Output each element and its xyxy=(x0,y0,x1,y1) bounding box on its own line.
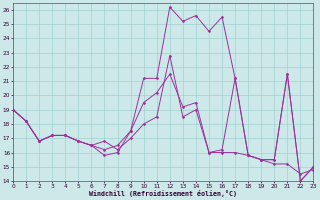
X-axis label: Windchill (Refroidissement éolien,°C): Windchill (Refroidissement éolien,°C) xyxy=(89,190,237,197)
